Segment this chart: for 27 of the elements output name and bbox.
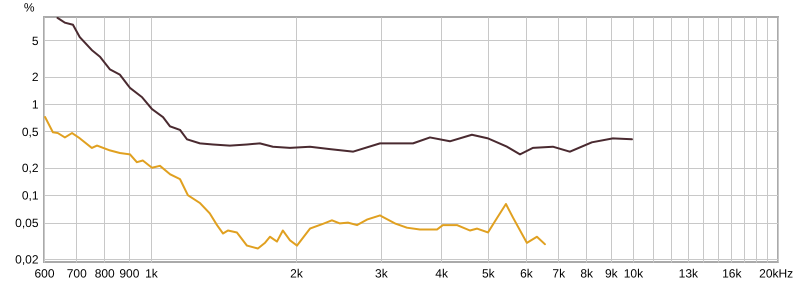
x-tick-label: 20k xyxy=(759,266,780,280)
y-tick-label: 2 xyxy=(32,70,39,84)
y-tick-label: 0,2 xyxy=(22,161,39,176)
y-tick-label: 0,5 xyxy=(22,124,39,139)
x-tick-label: 1k xyxy=(145,266,159,280)
x-tick-label: 10k xyxy=(624,266,644,280)
x-tick-label: 6k xyxy=(520,266,534,280)
x-tick-label: 600 xyxy=(34,266,55,280)
y-axis-title: % xyxy=(24,0,35,14)
x-tick-label: 2k xyxy=(290,266,304,280)
y-tick-label: 0,1 xyxy=(22,188,39,203)
y-tick-label: 0,05 xyxy=(15,216,39,230)
x-tick-label: 8k xyxy=(580,266,594,280)
x-tick-label: 900 xyxy=(119,266,140,280)
x-tick-label: 3k xyxy=(375,266,389,280)
y-tick-label: 5 xyxy=(32,34,39,48)
x-tick-label: 700 xyxy=(66,266,88,280)
x-tick-label: 4k xyxy=(435,266,449,280)
x-tick-label: 5k xyxy=(482,266,496,280)
x-tick-label: 16k xyxy=(722,266,742,280)
x-tick-label: 13k xyxy=(678,266,699,280)
x-tick-label: 800 xyxy=(94,266,116,280)
x-tick-label: 7k xyxy=(552,266,566,280)
x-tick-label: 9k xyxy=(605,266,619,280)
y-tick-label: 0,02 xyxy=(15,252,39,266)
y-tick-label: 1 xyxy=(32,98,39,112)
x-axis-title: Hz xyxy=(778,266,794,280)
